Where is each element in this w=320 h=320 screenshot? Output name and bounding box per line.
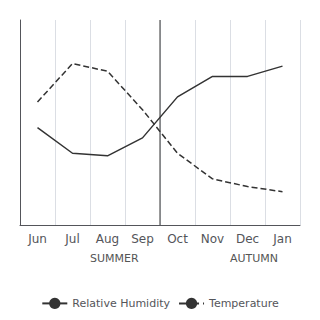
svg-text:Sep: Sep <box>131 232 154 246</box>
svg-text:Temperature: Temperature <box>208 297 279 310</box>
svg-text:Relative Humidity: Relative Humidity <box>72 297 170 310</box>
svg-text:Aug: Aug <box>96 232 119 246</box>
svg-text:Dec: Dec <box>236 232 259 246</box>
svg-text:Oct: Oct <box>167 232 188 246</box>
svg-text:Jul: Jul <box>64 232 79 246</box>
svg-text:SUMMER: SUMMER <box>90 252 139 265</box>
svg-text:AUTUMN: AUTUMN <box>230 252 278 265</box>
svg-text:Nov: Nov <box>201 232 224 246</box>
svg-text:Jun: Jun <box>27 232 47 246</box>
svg-text:Jan: Jan <box>272 232 292 246</box>
